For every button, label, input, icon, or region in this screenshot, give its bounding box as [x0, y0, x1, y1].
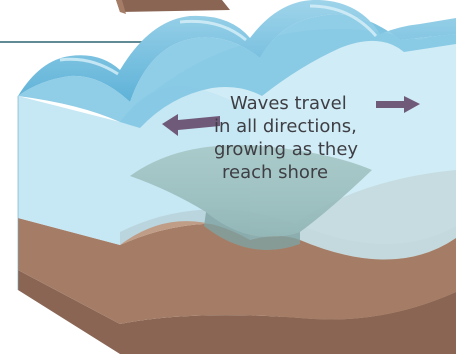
water-surface-highlight	[59, 4, 378, 76]
caption-line-4: reach shore	[222, 162, 329, 183]
caption-line-2: in all directions,	[214, 116, 357, 137]
caption-line-3: growing as they	[214, 139, 359, 160]
water-surface-fill	[18, 14, 456, 128]
arrow-right-icon	[376, 96, 420, 113]
earth-front-face	[18, 270, 456, 354]
water-surface	[18, 0, 456, 102]
upper-earth-block-edge	[116, 0, 126, 14]
wave-caption: Waves travel in all directions, growing …	[214, 92, 394, 184]
earth-upper-slope	[18, 218, 456, 324]
upper-earth-block	[116, 0, 230, 12]
seafloor-bulge	[130, 145, 372, 237]
seafloor-bulge-shadow	[204, 212, 300, 250]
arrow-left-icon	[162, 114, 220, 136]
caption-line-1: Waves travel	[230, 93, 347, 114]
